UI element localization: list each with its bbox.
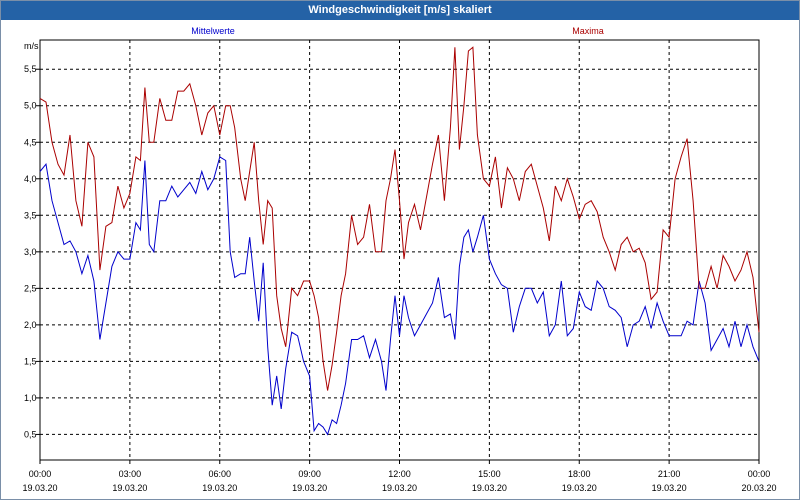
- x-tick-time-label: 18:00: [568, 469, 591, 479]
- x-tick-time-label: 00:00: [748, 469, 771, 479]
- y-tick-label: 2,5: [24, 283, 37, 293]
- legend-entry-maxima: Maxima: [572, 26, 604, 36]
- y-tick-label: 3,5: [24, 210, 37, 220]
- y-tick-label: 2,0: [24, 320, 37, 330]
- y-tick-label: 4,5: [24, 137, 37, 147]
- y-axis-unit-label: m/s: [24, 41, 39, 51]
- y-tick-label: 1,0: [24, 393, 37, 403]
- x-tick-date-label: 19.03.20: [292, 483, 327, 493]
- y-tick-label: 4,0: [24, 174, 37, 184]
- x-tick-date-label: 19.03.20: [202, 483, 237, 493]
- x-tick-date-label: 20.03.20: [741, 483, 776, 493]
- x-tick-time-label: 12:00: [388, 469, 411, 479]
- x-axis: 00:00 19.03.20 03:00 19.03.20 06:00 19.03.20 0…: [22, 460, 777, 493]
- series-line-mittelwerte: [39, 156, 760, 436]
- x-tick-date-label: 19.03.20: [112, 483, 147, 493]
- x-tick-time-label: 21:00: [658, 469, 681, 479]
- y-tick-label: 5,5: [24, 64, 37, 74]
- y-axis: 0,5 1,0 1,5 2,0 2,5 3,0 3,5 4,0 4,5 5,0 5,5: [24, 64, 40, 439]
- x-tick-time-label: 03:00: [119, 469, 142, 479]
- legend-entry-mittelwerte: Mittelwerte: [191, 26, 235, 36]
- x-tick-time-label: 00:00: [29, 469, 52, 479]
- x-tick-date-label: 19.03.20: [652, 483, 687, 493]
- series-group: [39, 46, 760, 436]
- y-tick-label: 1,5: [24, 356, 37, 366]
- x-tick-date-label: 19.03.20: [472, 483, 507, 493]
- x-tick-time-label: 06:00: [208, 469, 231, 479]
- window-title: Windgeschwindigkeit [m/s] skaliert: [1, 1, 799, 20]
- x-tick-date-label: 19.03.20: [22, 483, 57, 493]
- x-tick-time-label: 15:00: [478, 469, 501, 479]
- y-tick-label: 3,0: [24, 247, 37, 257]
- x-tick-date-label: 19.03.20: [382, 483, 417, 493]
- grid-lines: [40, 40, 759, 460]
- y-tick-label: 5,0: [24, 101, 37, 111]
- legend: Mittelwerte Maxima: [191, 26, 604, 36]
- y-tick-label: 0,5: [24, 429, 37, 439]
- x-tick-time-label: 09:00: [298, 469, 321, 479]
- series-line-maxima: [39, 46, 760, 391]
- x-tick-date-label: 19.03.20: [562, 483, 597, 493]
